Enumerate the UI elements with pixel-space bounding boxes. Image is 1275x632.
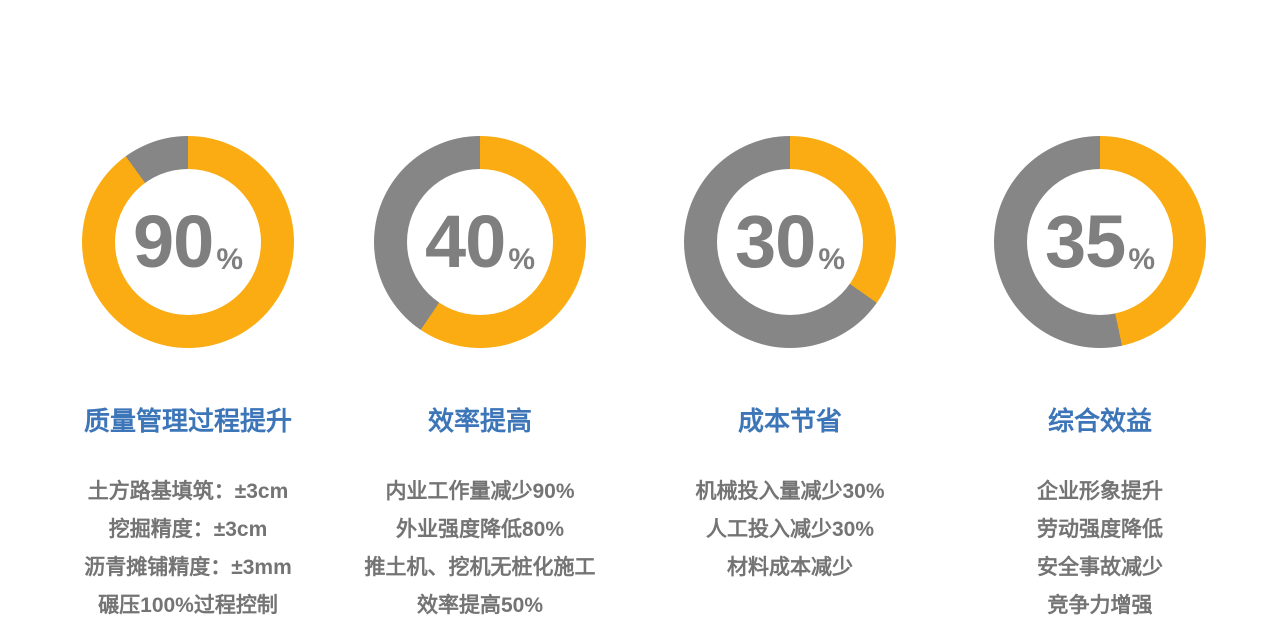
detail-list: 土方路基填筑：±3cm 挖掘精度：±3cm 沥青摊铺精度：±3mm 碾压100%…	[38, 473, 338, 625]
detail-line: 碾压100%过程控制	[98, 594, 278, 618]
detail-list: 企业形象提升 劳动强度降低 安全事故减少 竞争力增强	[950, 473, 1250, 625]
stat-column-quality: 90% 质量管理过程提升 土方路基填筑：±3cm 挖掘精度：±3cm 沥青摊铺精…	[38, 0, 338, 625]
column-title: 综合效益	[1047, 406, 1152, 436]
donut-value: 35%	[1045, 205, 1155, 279]
stat-column-cost: 30% 成本节省 机械投入量减少30% 人工投入减少30% 材料成本减少	[640, 0, 940, 587]
donut-value-number: 30	[735, 200, 816, 283]
detail-line: 外业强度降低80%	[395, 518, 565, 542]
donut-chart-overall-benefit: 35%	[994, 136, 1206, 348]
donut-chart-efficiency: 40%	[374, 136, 586, 348]
donut-value: 40%	[425, 205, 535, 279]
detail-line: 效率提高50%	[416, 594, 544, 618]
detail-list: 机械投入量减少30% 人工投入减少30% 材料成本减少	[640, 473, 940, 587]
donut-chart-cost: 30%	[684, 136, 896, 348]
column-title: 效率提高	[427, 406, 532, 436]
detail-line: 机械投入量减少30%	[695, 480, 885, 504]
detail-line: 人工投入减少30%	[705, 518, 875, 542]
detail-list: 内业工作量减少90% 外业强度降低80% 推土机、挖机无桩化施工 效率提高50%	[330, 473, 630, 625]
detail-line: 企业形象提升	[1037, 480, 1163, 504]
percent-sign: %	[508, 243, 535, 276]
detail-line: 材料成本减少	[727, 556, 853, 580]
detail-line: 沥青摊铺精度：±3mm	[84, 556, 292, 580]
donut-chart-quality: 90%	[82, 136, 294, 348]
detail-line: 挖掘精度：±3cm	[108, 518, 268, 542]
donut-value-number: 35	[1045, 200, 1126, 283]
detail-line: 安全事故减少	[1037, 556, 1163, 580]
column-title: 成本节省	[737, 406, 842, 436]
donut-value-number: 90	[133, 200, 214, 283]
detail-line: 内业工作量减少90%	[385, 480, 575, 504]
percent-sign: %	[1128, 243, 1155, 276]
donut-value: 90%	[133, 205, 243, 279]
column-title: 质量管理过程提升	[83, 406, 292, 436]
donut-value: 30%	[735, 205, 845, 279]
detail-line: 土方路基填筑：±3cm	[87, 480, 289, 504]
donut-value-number: 40	[425, 200, 506, 283]
stat-column-efficiency: 40% 效率提高 内业工作量减少90% 外业强度降低80% 推土机、挖机无桩化施…	[330, 0, 630, 625]
percent-sign: %	[818, 243, 845, 276]
detail-line: 竞争力增强	[1047, 594, 1153, 618]
percent-sign: %	[216, 243, 243, 276]
stat-column-overall-benefit: 35% 综合效益 企业形象提升 劳动强度降低 安全事故减少 竞争力增强	[950, 0, 1250, 625]
detail-line: 劳动强度降低	[1037, 518, 1163, 542]
detail-line: 推土机、挖机无桩化施工	[364, 556, 596, 580]
